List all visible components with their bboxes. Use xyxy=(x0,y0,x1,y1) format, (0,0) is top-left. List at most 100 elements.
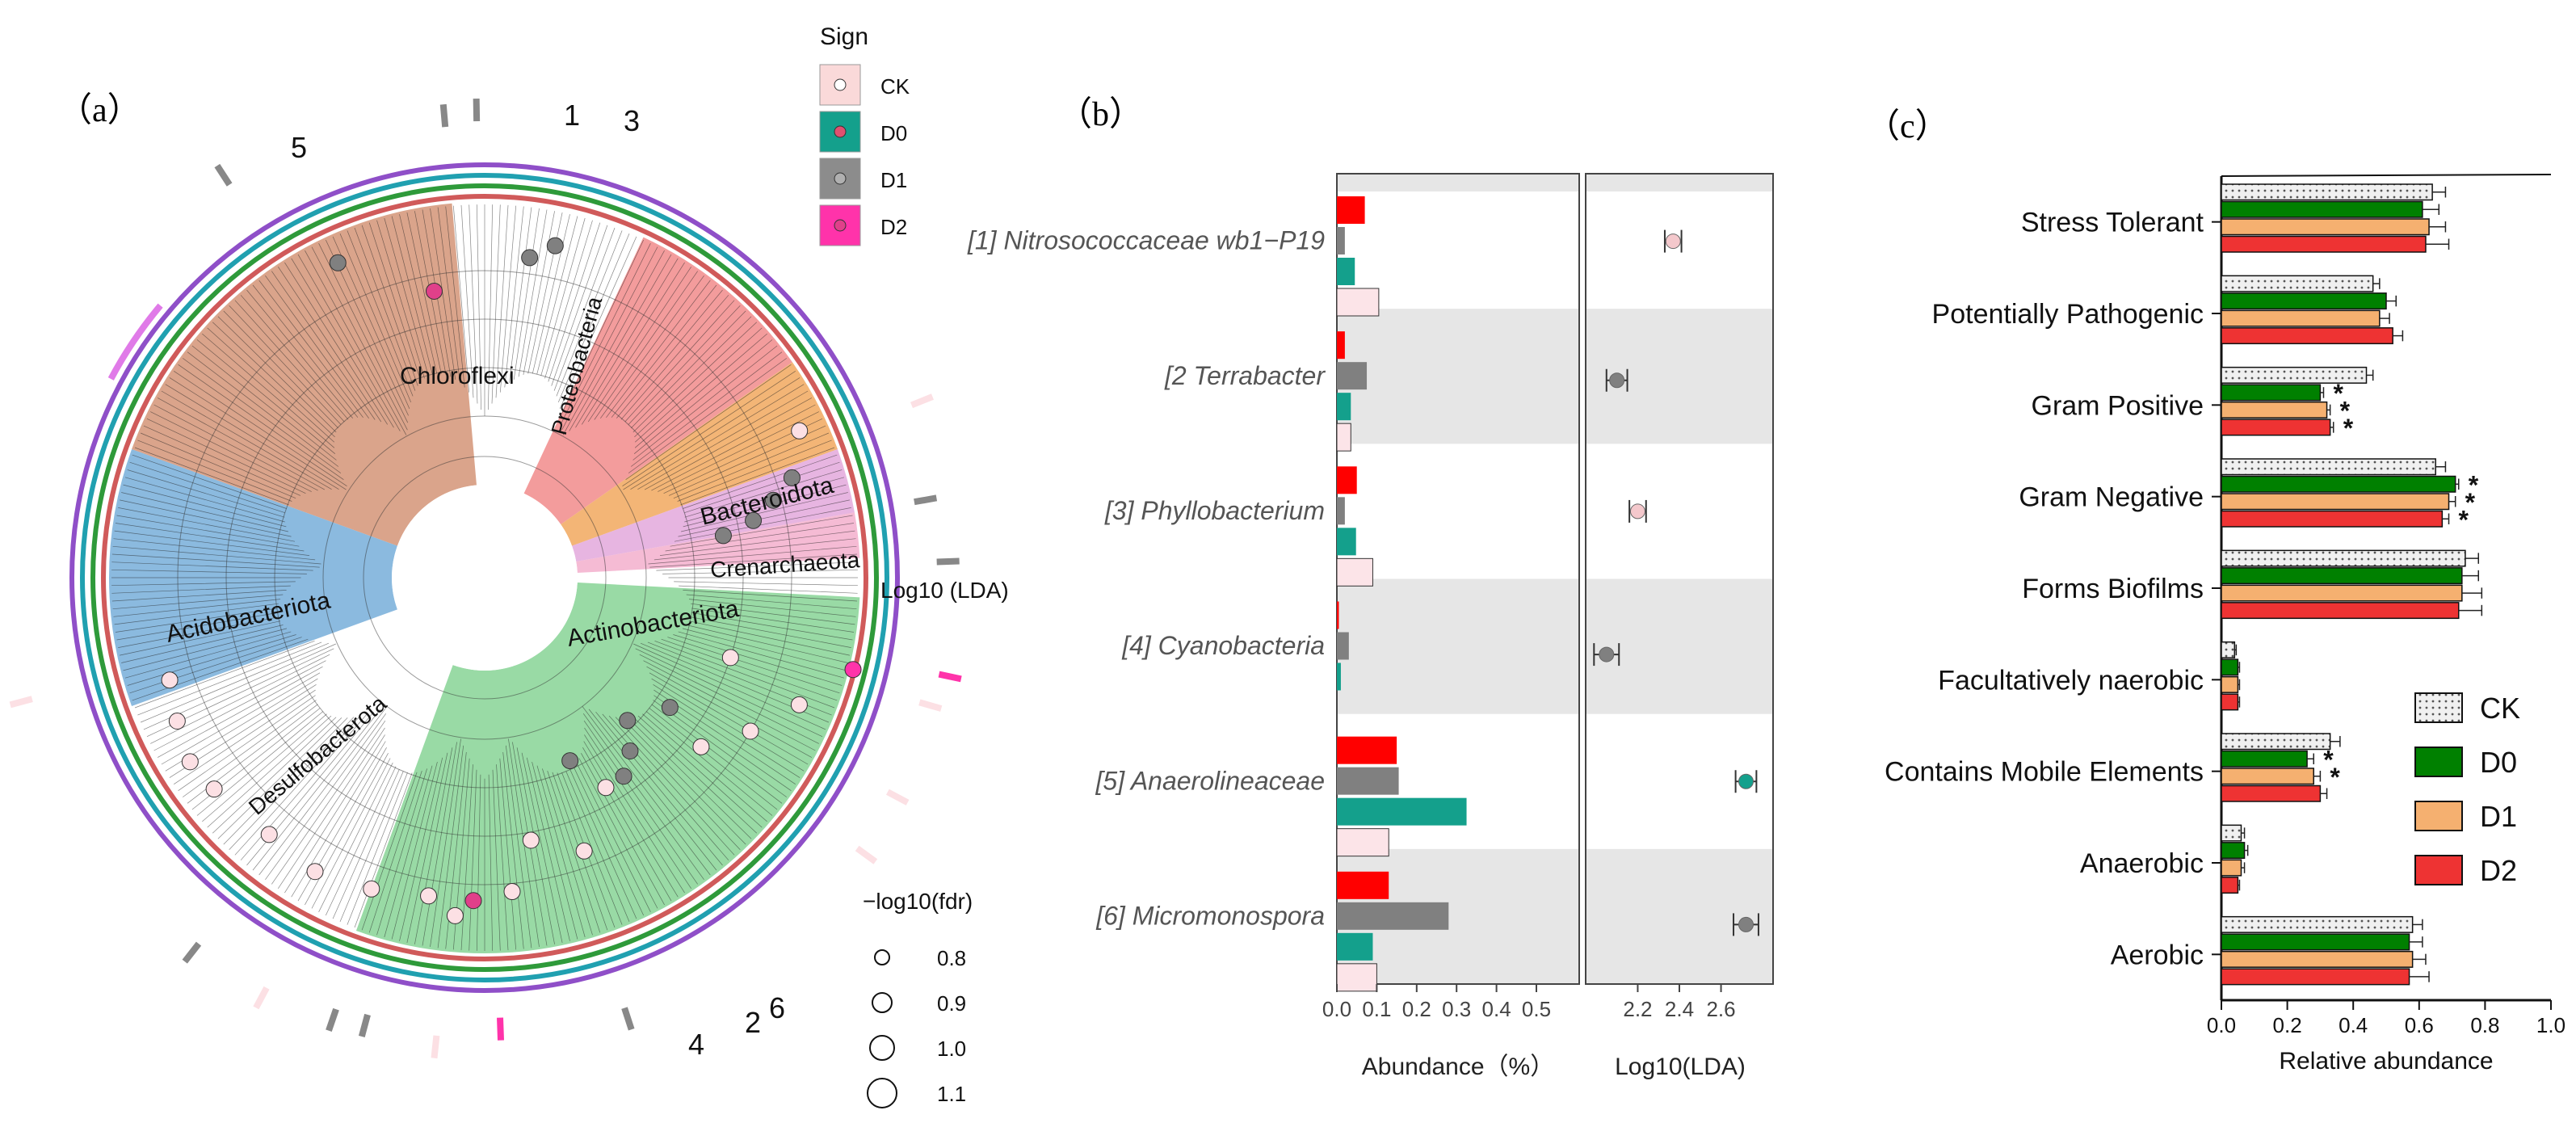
x-tick-label: 0.4 xyxy=(2339,1013,2368,1037)
function-label: Aerobic xyxy=(2111,940,2204,970)
fdr-circle xyxy=(874,949,890,965)
x-tick-label: 0.0 xyxy=(2207,1013,2236,1037)
panel-c-chart: Stress Tolerant Potentially Pathogenic Gra… xyxy=(1885,174,2565,1075)
clado-marker-tick xyxy=(914,494,938,506)
abundance-bar-d0 xyxy=(1337,797,1467,826)
abundance-tick-label: 0.4 xyxy=(1482,997,1511,1021)
clado-node xyxy=(615,768,632,785)
clado-node xyxy=(844,661,862,679)
abundance-row-shade xyxy=(1337,309,1579,444)
abundance-tick-label: 0.0 xyxy=(1322,997,1351,1021)
function-label: Facultatively naerobic xyxy=(1938,665,2204,696)
lda-point xyxy=(1599,646,1615,662)
clado-highlight-arc xyxy=(107,303,163,381)
fdr-circle xyxy=(869,1035,895,1061)
bar-d0 xyxy=(2221,384,2322,402)
significance-star: * xyxy=(2469,470,2479,499)
fdr-circle xyxy=(872,992,893,1013)
legend-label-d0: D0 xyxy=(2480,746,2517,779)
abundance-bar-d0 xyxy=(1337,258,1355,285)
bar-ck xyxy=(2221,915,2414,933)
clado-ring xyxy=(90,183,879,972)
clado-node xyxy=(714,527,732,545)
abundance-bar-ck xyxy=(1336,288,1380,317)
legend-label-ck: CK xyxy=(2480,692,2520,725)
significance-star: * xyxy=(2323,745,2334,774)
bar-d0 xyxy=(2221,658,2239,676)
taxon-label: [4] Cyanobacteria xyxy=(1121,631,1325,660)
bar-ck xyxy=(2221,366,2368,384)
clado-marker-tick xyxy=(358,1013,371,1037)
clado-node xyxy=(446,906,464,924)
clado-node xyxy=(546,237,564,254)
x-tick-label: 0.6 xyxy=(2405,1013,2434,1037)
fdr-circle xyxy=(867,1078,897,1108)
abundance-bar-d2 xyxy=(1337,196,1365,224)
significance-star: * xyxy=(2340,396,2351,425)
top-axis xyxy=(2221,174,2552,177)
taxon-label: [5] Anaerolineaceae xyxy=(1095,766,1325,795)
clado-node xyxy=(181,753,199,771)
bar-d0 xyxy=(2221,567,2463,585)
marker-number-4: 4 xyxy=(688,1028,704,1061)
lda-tick-label: 2.6 xyxy=(1706,997,1735,1021)
bar-ck xyxy=(2221,733,2331,751)
abundance-bar-d2 xyxy=(1337,601,1339,629)
x-tick-label: 1.0 xyxy=(2536,1013,2565,1037)
bar-d0 xyxy=(2221,475,2456,493)
clado-arc xyxy=(363,456,607,700)
lda-tick-label: 2.4 xyxy=(1665,997,1694,1021)
clado-node xyxy=(363,880,380,898)
abundance-bar-d0 xyxy=(1337,528,1356,556)
abundance-tick-label: 0.3 xyxy=(1442,997,1471,1021)
bar-d2 xyxy=(2221,784,2322,802)
abundance-bar-d2 xyxy=(1337,466,1357,494)
clado-marker-tick xyxy=(497,1017,504,1041)
bar-d2 xyxy=(2221,602,2460,620)
function-label: Gram Positive xyxy=(2032,390,2204,421)
clado-node xyxy=(791,422,809,440)
abundance-bar-d2 xyxy=(1337,736,1397,764)
legend-label-d1: D1 xyxy=(2480,800,2517,833)
legend-swatch-d1 xyxy=(2414,801,2463,831)
sign-label-d0: D0 xyxy=(880,121,907,145)
sign-swatch-dot xyxy=(834,125,847,138)
lda-point xyxy=(1738,916,1754,932)
bar-d0 xyxy=(2221,200,2423,218)
sign-legend: Sign CK D0 D1 D2 xyxy=(819,23,910,246)
bar-d1 xyxy=(2221,675,2239,693)
significance-star: * xyxy=(2330,763,2340,792)
fdr-legend: −log10(fdr) 0.8 0.9 1.0 1.1 xyxy=(863,889,973,1108)
bar-ck xyxy=(2221,824,2242,842)
taxon-label: [3] Phyllobacterium xyxy=(1104,496,1325,525)
sign-legend-title: Sign xyxy=(820,23,868,50)
clado-ring xyxy=(101,194,868,961)
bar-d2 xyxy=(2221,693,2239,711)
abundance-bar-d0 xyxy=(1337,393,1351,421)
clado-center xyxy=(392,485,578,671)
bar-d1 xyxy=(2221,218,2430,236)
clado-node xyxy=(260,826,278,843)
abundance-tick-label: 0.2 xyxy=(1402,997,1431,1021)
lda-top-shade xyxy=(1586,174,1773,191)
marker-number-5: 5 xyxy=(291,131,307,164)
abundance-top-shade xyxy=(1337,174,1579,191)
panel-b-label: （b） xyxy=(1058,96,1143,133)
clado-node xyxy=(464,892,482,910)
sign-swatch-dot xyxy=(834,78,847,91)
abundance-bar-d1 xyxy=(1337,632,1349,660)
sign-swatch-dot xyxy=(834,219,847,232)
clado-arc xyxy=(177,270,792,885)
bar-ck xyxy=(2221,183,2433,201)
clado-node xyxy=(168,712,186,730)
clado-marker-tick xyxy=(431,1035,440,1059)
abundance-bar-ck xyxy=(1336,557,1373,587)
clado-branches xyxy=(111,204,858,951)
clado-node xyxy=(522,831,540,849)
clado-node xyxy=(597,779,615,797)
actinobacteriota-sector xyxy=(355,583,860,953)
abundance-bar-d2 xyxy=(1337,871,1389,899)
bar-d1 xyxy=(2221,768,2314,785)
clado-node xyxy=(420,887,438,905)
